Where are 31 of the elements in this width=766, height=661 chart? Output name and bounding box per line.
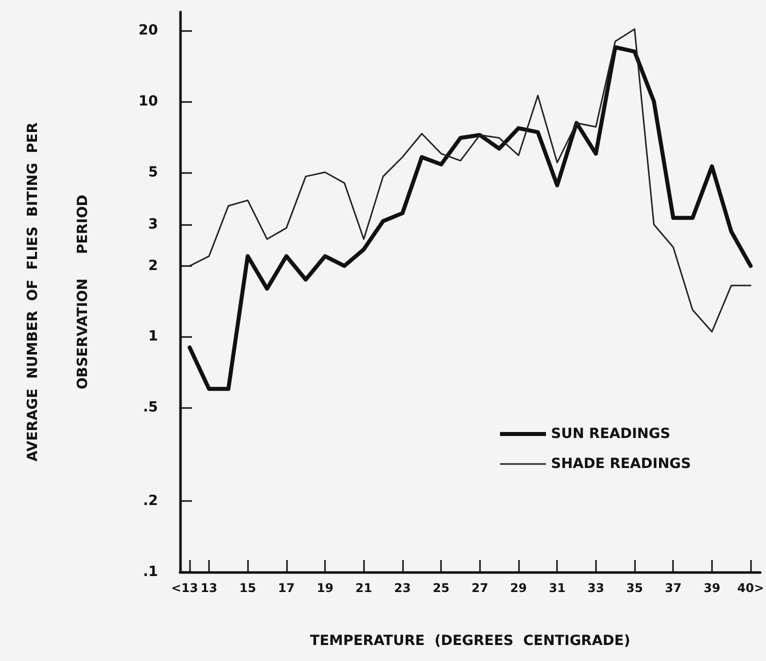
- x-tick-label: 27: [471, 581, 488, 595]
- y-tick-label: 10: [138, 93, 158, 110]
- x-tick-label: 37: [664, 581, 682, 595]
- line-series: [188, 28, 752, 332]
- y-tick-label: 2: [148, 258, 158, 274]
- x-tick-label: 15: [239, 581, 256, 595]
- x-tick-label: 21: [355, 581, 372, 595]
- legend-label: SHADE READINGS: [551, 456, 692, 472]
- x-tick-label: 23: [394, 581, 411, 595]
- x-tick-label: 39: [704, 581, 720, 595]
- y-tick-label: 3: [148, 216, 158, 232]
- y-tick-label: .5: [142, 400, 158, 416]
- legend-label: SUN READINGS: [551, 426, 670, 442]
- x-tick-label: 31: [548, 581, 566, 595]
- x-tick-label: 40>: [737, 581, 764, 595]
- line-series: [188, 45, 753, 391]
- x-tick-label: 13: [200, 581, 218, 595]
- y-tick-label: .1: [142, 564, 158, 580]
- text: AVERAGE NUMBER OF FLIES BITING PER OBSERVATION PERIOD: [25, 122, 91, 462]
- x-tick-label: 25: [432, 581, 450, 595]
- y-tick-label: .2: [142, 493, 158, 510]
- y-tick-label: 5: [148, 164, 158, 180]
- x-tick-label: 19: [316, 581, 334, 595]
- x-tick-label: 33: [588, 581, 604, 595]
- x-tick-label: <13: [171, 581, 198, 595]
- x-tick-label: 29: [510, 581, 527, 595]
- x-axis-title: TEMPERATURE (DEGREES CENTIGRADE): [310, 633, 630, 649]
- x-tick-label: 17: [278, 581, 295, 595]
- y-tick-label: 20: [138, 22, 158, 39]
- x-tick-label: 35: [626, 581, 643, 595]
- y-tick-label: 1: [148, 328, 158, 345]
